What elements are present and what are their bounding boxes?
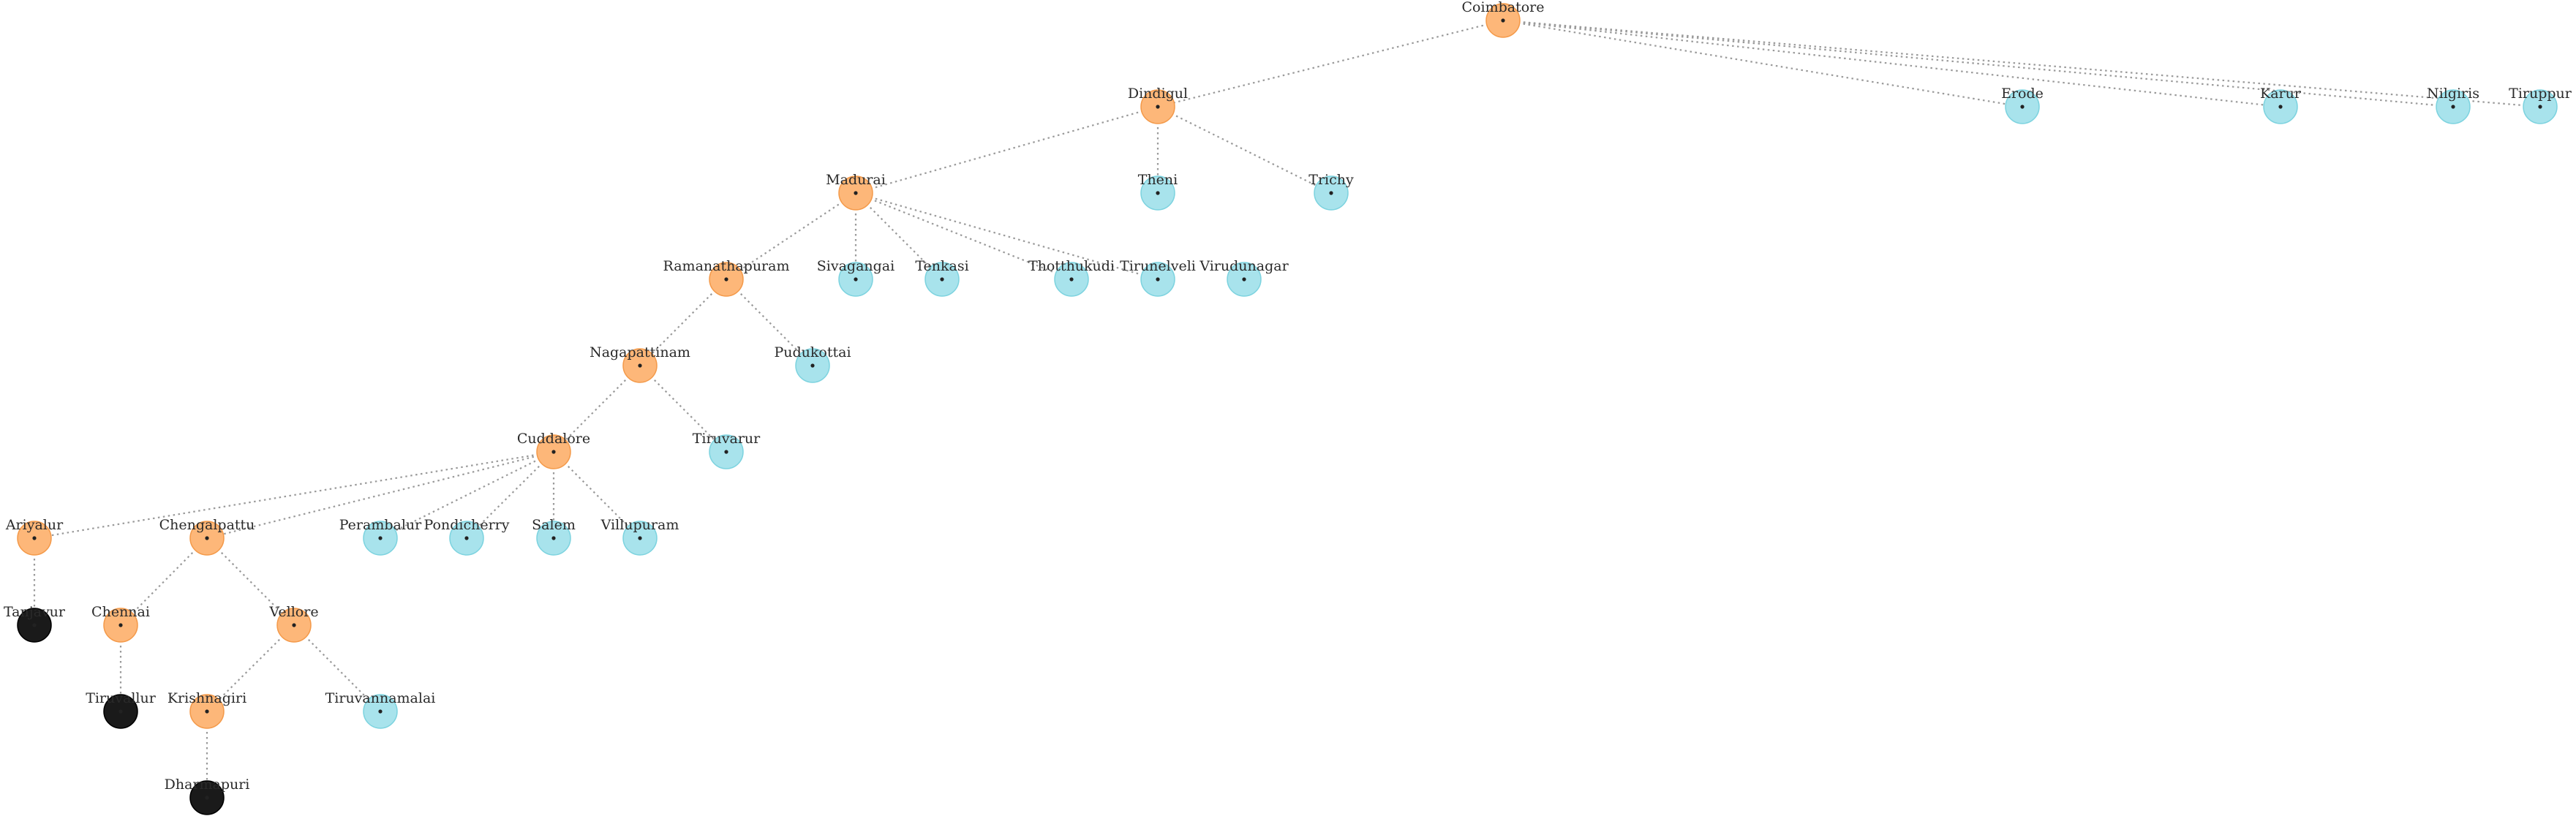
node-label-ariyalur: Ariyalur [5,517,64,533]
node-center-dot [551,450,556,454]
edge-layer [33,19,2541,798]
node-label-karur: Karur [2260,86,2302,102]
node-label-tiruvallur: Tiruvallur [86,690,157,706]
edge-coimbatore-nilgiris [1502,19,2454,108]
edge-dindigul-trichy [1157,106,1332,194]
node-center-dot [2451,105,2455,109]
node-label-salem: Salem [532,517,576,533]
node-center-dot [810,363,815,368]
node-label-trichy: Trichy [1308,172,1354,188]
node-label-ramanathapuram: Ramanathapuram [663,258,789,274]
node-center-dot [2020,105,2025,109]
node-center-dot [1501,18,1505,23]
edge-madurai-tirunelveli [855,192,1159,281]
node-label-chengalpattu: Chengalpattu [159,517,255,533]
node-label-madurai: Madurai [826,172,886,188]
node-center-dot [378,709,383,714]
node-center-dot [464,536,469,540]
node-label-villupuram: Villupuram [600,517,679,533]
node-label-erode: Erode [2001,86,2044,102]
node-center-dot [118,709,123,714]
node-center-dot [2278,105,2283,109]
node-center-dot [854,191,858,195]
node-label-pondicherry: Pondicherry [424,517,510,533]
node-center-dot [551,536,556,540]
node-label-thothukudi: Thotthukudi [1028,258,1115,274]
node-center-dot [32,536,37,540]
node-label-sivagangai: Sivagangai [817,258,895,274]
node-center-dot [940,277,944,282]
node-label-coimbatore: Coimbatore [1462,0,1545,15]
node-label-tiruvarur: Tiruvarur [693,431,761,447]
node-label-tirunelveli: Tirunelveli [1120,258,1196,274]
node-label-chennai: Chennai [91,604,150,620]
edge-coimbatore-dindigul [1157,19,1504,108]
node-label-dindigul: Dindigul [1128,86,1188,102]
node-label-vellore: Vellore [268,604,318,620]
node-center-dot [292,623,296,627]
node-center-dot [1329,191,1333,195]
edge-dindigul-madurai [855,105,1159,194]
node-label-nilgiris: Nilgiris [2427,86,2479,102]
node-label-tenkasi: Tenkasi [915,258,968,274]
node-center-dot [118,623,123,627]
node-layer [17,3,2558,815]
node-center-dot [638,363,642,368]
node-label-nagapattinam: Nagapattinam [590,344,690,360]
node-label-krishnagiri: Krishnagiri [167,690,246,706]
node-center-dot [205,536,209,540]
node-label-theni: Theni [1138,172,1178,188]
node-label-tanjavur: Tanjavur [4,604,66,620]
edge-cuddalore-chengalpattu [206,450,554,540]
node-center-dot [1069,277,1074,282]
node-label-perambalur: Perambalur [339,517,422,533]
edge-cuddalore-perambalur [380,451,554,539]
node-center-dot [1242,277,1246,282]
node-label-virudunagar: Virudunagar [1199,258,1289,274]
node-label-tiruvannamalai: Tiruvannamalai [325,690,436,706]
label-layer: Coimbatore Dindigul Erode Karur Nilgiris Tiru… [4,0,2572,793]
node-center-dot [2538,105,2542,109]
node-label-tiruppur: Tiruppur [2509,86,2572,102]
node-label-pudukottai: Pudukottai [774,344,851,360]
edge-coimbatore-erode [1502,19,2023,108]
edge-coimbatore-karur [1502,19,2281,108]
node-center-dot [1156,277,1160,282]
edge-madurai-ramanathapuram [726,192,856,280]
node-label-cuddalore: Cuddalore [517,431,590,447]
node-center-dot [638,536,642,540]
node-center-dot [378,536,383,540]
node-center-dot [724,450,728,454]
node-label-dharmapuri: Dharmapuri [165,777,250,793]
node-center-dot [205,709,209,714]
node-center-dot [1156,105,1160,109]
node-center-dot [854,277,858,282]
node-center-dot [724,277,728,282]
node-center-dot [32,623,37,627]
edge-chengalpattu-vellore [206,537,295,626]
node-center-dot [205,796,209,800]
edge-cuddalore-ariyalur [34,450,554,540]
node-center-dot [1156,191,1160,195]
